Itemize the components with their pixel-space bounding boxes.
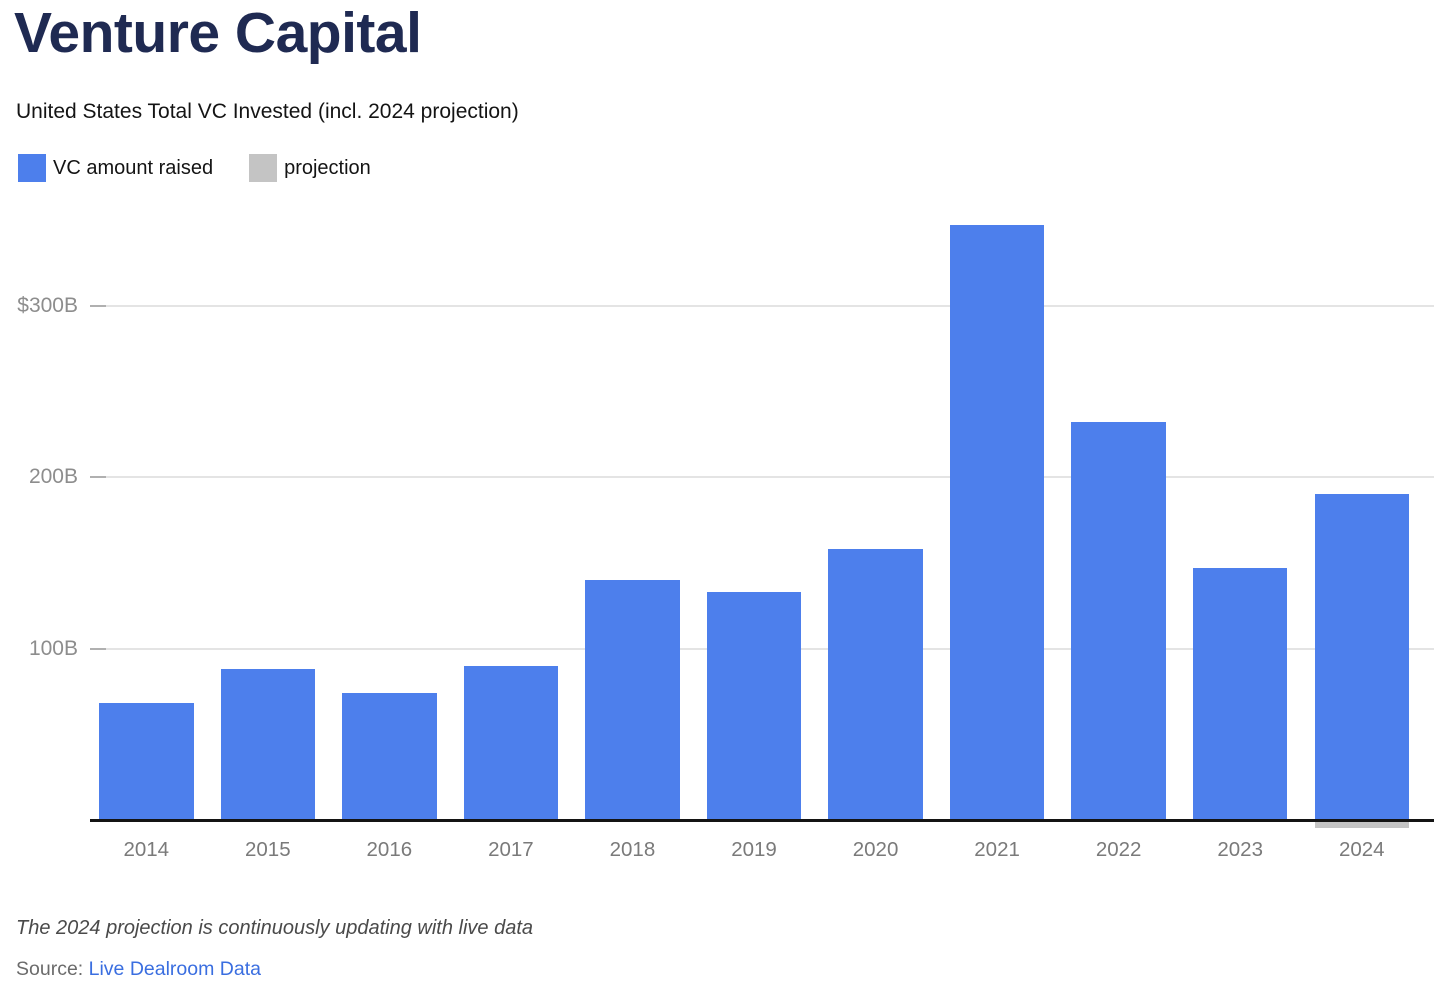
bar-2020[interactable] — [828, 549, 923, 820]
x-axis-label-2023: 2023 — [1217, 838, 1263, 861]
chart-legend: VC amount raised projection — [18, 154, 371, 182]
legend-swatch-projection-icon — [249, 154, 278, 182]
bar-2014[interactable] — [99, 703, 194, 820]
legend-item-projection: projection — [249, 154, 371, 182]
source-line: Source: Live Dealroom Data — [16, 958, 261, 981]
y-axis-tick — [90, 647, 106, 650]
legend-label-projection: projection — [284, 156, 371, 179]
bar-2022[interactable] — [1071, 422, 1166, 820]
projection-bar-2024 — [1314, 818, 1409, 828]
bar-2021[interactable] — [949, 224, 1045, 820]
bar-chart: $300B 200B 100B 2014 2015 2016 2017 2018 2019 202… — [17, 224, 1434, 861]
bar-2015[interactable] — [220, 669, 316, 820]
source-label: Source: — [16, 958, 89, 980]
chart-footnote: The 2024 projection is continuously upda… — [16, 917, 533, 939]
bar-2017[interactable] — [463, 665, 559, 820]
x-axis-label-2021: 2021 — [974, 838, 1020, 861]
bar-2024[interactable] — [1314, 494, 1409, 820]
x-axis-label-2018: 2018 — [609, 838, 656, 861]
x-axis-label-2024: 2024 — [1338, 838, 1385, 861]
page-title: Venture Capital — [14, 1, 422, 65]
legend-item-vc-amount: VC amount raised — [18, 154, 213, 182]
x-axis-label-2022: 2022 — [1095, 838, 1142, 861]
x-axis-label-2016: 2016 — [366, 838, 413, 861]
legend-swatch-vc-amount-icon — [18, 154, 46, 182]
legend-label-vc-amount: VC amount raised — [53, 156, 214, 179]
bar-2018[interactable] — [585, 579, 680, 820]
bar-2023[interactable] — [1192, 567, 1288, 820]
y-gridline — [90, 304, 1434, 307]
bar-2016[interactable] — [342, 693, 437, 820]
source-link[interactable]: Live Dealroom Data — [88, 958, 261, 980]
x-axis-label-2014: 2014 — [123, 838, 170, 861]
x-axis-label-2020: 2020 — [852, 838, 899, 861]
x-axis-label-2019: 2019 — [731, 838, 777, 861]
y-gridline — [90, 476, 1434, 478]
y-axis-label: 100B — [28, 636, 78, 660]
y-axis-label: $300B — [17, 293, 78, 317]
y-axis-tick — [90, 476, 106, 478]
y-axis-tick — [90, 304, 106, 307]
x-axis-label-2017: 2017 — [488, 838, 534, 861]
x-axis-line — [90, 819, 1434, 822]
y-axis-label: 200B — [28, 465, 78, 488]
bar-2019[interactable] — [706, 591, 802, 820]
chart-subtitle: United States Total VC Invested (incl. 2… — [16, 100, 519, 123]
x-axis-label-2015: 2015 — [244, 838, 291, 861]
